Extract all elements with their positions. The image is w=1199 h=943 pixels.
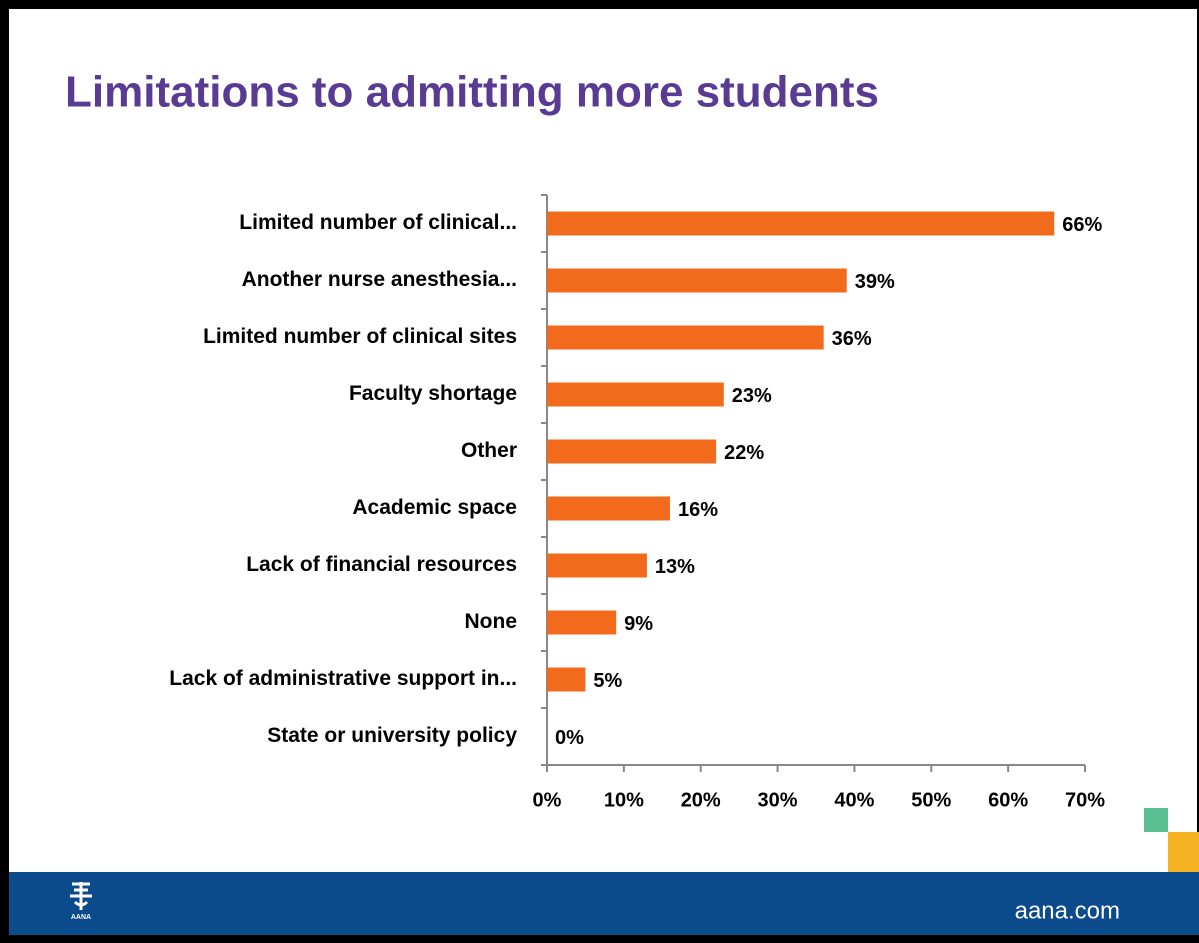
chart-title: Limitations to admitting more students: [65, 68, 879, 117]
category-label: Limited number of clinical...: [239, 211, 517, 234]
value-label: 9%: [624, 613, 653, 635]
category-label: Lack of financial resources: [246, 553, 517, 576]
value-label: 22%: [724, 442, 764, 464]
bar: [547, 667, 586, 692]
bar: [547, 496, 670, 521]
footer-band: [9, 872, 1199, 935]
category-label: Academic space: [352, 496, 517, 519]
bar: [547, 553, 647, 578]
category-label: Lack of administrative support in...: [169, 667, 517, 690]
x-tick-label: 40%: [834, 789, 874, 811]
logo: AANA: [70, 882, 92, 921]
category-label: State or university policy: [267, 724, 517, 747]
x-tick-label: 30%: [758, 789, 798, 811]
value-label: 16%: [678, 499, 718, 521]
footer-site: aana.com: [1015, 897, 1120, 924]
decor-square: [1144, 808, 1168, 832]
category-label: Another nurse anesthesia...: [242, 268, 517, 291]
x-tick-label: 50%: [911, 789, 951, 811]
bar: [547, 325, 824, 350]
category-label: Faculty shortage: [349, 382, 517, 405]
value-label: 0%: [555, 727, 584, 749]
x-tick-label: 0%: [533, 789, 562, 811]
category-label: Limited number of clinical sites: [203, 325, 517, 348]
value-label: 36%: [832, 328, 872, 350]
x-tick-label: 60%: [988, 789, 1028, 811]
bar: [547, 439, 717, 464]
category-label: Other: [461, 439, 517, 462]
value-label: 5%: [593, 670, 622, 692]
bar: [547, 382, 724, 407]
value-label: 13%: [655, 556, 695, 578]
x-tick-label: 10%: [604, 789, 644, 811]
value-label: 39%: [855, 271, 895, 293]
bar: [547, 610, 617, 635]
x-tick-label: 20%: [681, 789, 721, 811]
value-label: 66%: [1062, 214, 1102, 236]
bar: [547, 268, 847, 293]
category-label: None: [465, 610, 518, 633]
bar: [547, 211, 1055, 236]
x-tick-label: 70%: [1065, 789, 1105, 811]
decor-square: [1168, 832, 1199, 872]
value-label: 23%: [732, 385, 772, 407]
slide-background: [9, 9, 1197, 935]
logo-text: AANA: [71, 914, 91, 921]
logo-icon: [70, 882, 92, 910]
